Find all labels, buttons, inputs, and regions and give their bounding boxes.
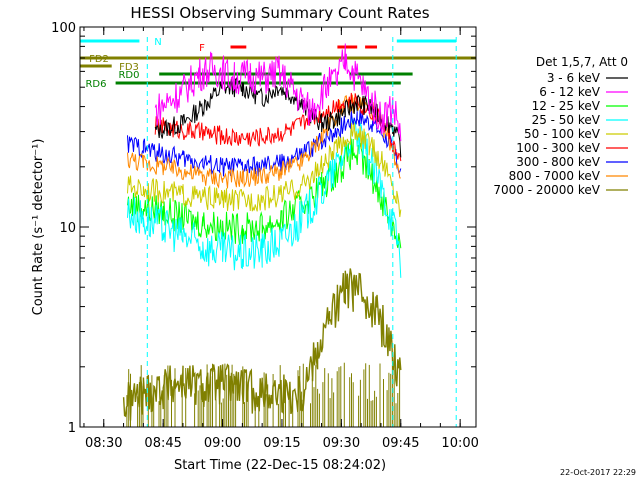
x-tick-label: 08:30: [85, 436, 122, 451]
series-line: [154, 76, 402, 158]
x-tick-label: 09:45: [382, 436, 419, 451]
series-line: [122, 268, 402, 421]
legend-label: 800 - 7000 keV: [509, 169, 601, 183]
series-group: [122, 43, 402, 427]
flag-label: F: [199, 43, 205, 54]
x-tick-label: 10:00: [441, 436, 478, 451]
series-line: [127, 121, 402, 218]
x-tick-label: 08:45: [144, 436, 181, 451]
x-tick-label: 09:30: [323, 436, 360, 451]
x-axis: 08:30 08:45 09:00 09:15 09:30 09:45 10:00: [83, 27, 479, 451]
legend-label: 50 - 100 keV: [524, 127, 601, 141]
y-axis: 1 10 100: [51, 21, 476, 436]
x-tick-label: 09:00: [204, 436, 241, 451]
flag-label: N: [154, 37, 161, 48]
legend-label: 100 - 300 keV: [516, 141, 600, 155]
series-line: [154, 43, 402, 142]
legend-label: 6 - 12 keV: [539, 85, 601, 99]
y-axis-label: Count Rate (s⁻¹ detector⁻¹): [31, 139, 46, 316]
y-tick-label: 1: [68, 421, 76, 436]
flag-label: FD3: [119, 62, 139, 73]
legend-label: 12 - 25 keV: [532, 99, 601, 113]
legend-label: 3 - 6 keV: [547, 71, 601, 85]
y-tick-label: 100: [51, 21, 76, 36]
footer-timestamp: 22-Oct-2017 22:29: [560, 468, 636, 477]
flag-label: RD6: [85, 79, 106, 90]
legend-label: 7000 - 20000 keV: [493, 183, 600, 197]
series-line: [154, 92, 402, 162]
legend-label: 25 - 50 keV: [532, 113, 601, 127]
vertical-markers: [146, 37, 457, 427]
series-line: [127, 115, 402, 278]
legend-label: 300 - 800 keV: [516, 155, 600, 169]
flag-label: FD2: [89, 54, 109, 65]
x-axis-label: Start Time (22-Dec-15 08:24:02): [174, 458, 386, 473]
y-tick-label: 10: [59, 221, 76, 236]
legend-title: Det 1,5,7, Att 0: [536, 55, 628, 69]
x-tick-label: 09:15: [263, 436, 300, 451]
chart-title: HESSI Observing Summary Count Rates: [130, 4, 429, 22]
flag-label: RD0: [118, 70, 139, 81]
